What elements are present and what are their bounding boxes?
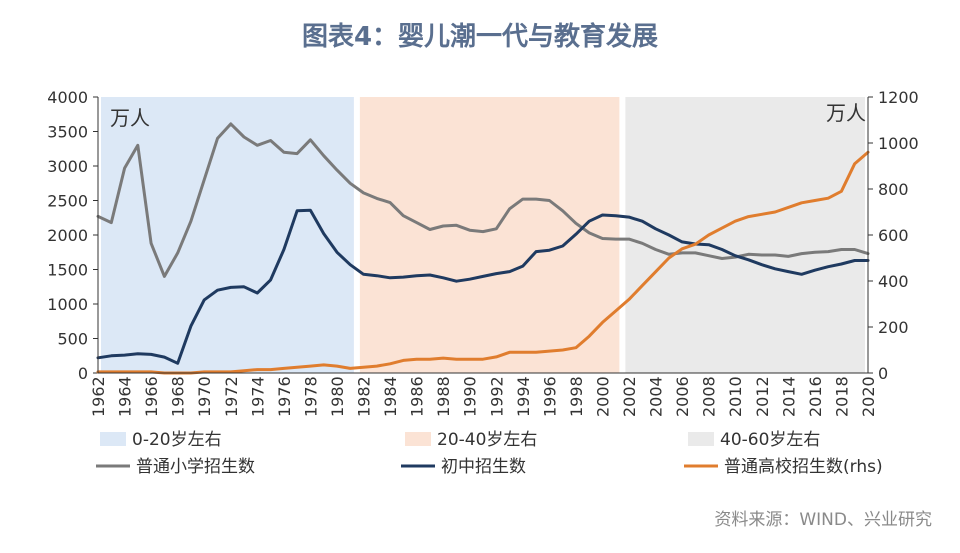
x-tick-label: 1972 bbox=[222, 376, 241, 417]
band-2 bbox=[625, 97, 865, 373]
x-tick-label: 2006 bbox=[673, 376, 692, 417]
series-lines bbox=[96, 122, 870, 375]
series-line-1 bbox=[96, 208, 870, 365]
x-tick-label: 1964 bbox=[116, 376, 135, 417]
x-tick-label: 1986 bbox=[408, 376, 427, 417]
x-tick-label: 1968 bbox=[169, 376, 188, 417]
legend-label-band: 0-20岁左右 bbox=[132, 430, 222, 450]
legend-label-series: 普通小学招生数 bbox=[136, 457, 255, 477]
x-tick-label: 2010 bbox=[726, 376, 745, 417]
x-tick-label: 1994 bbox=[514, 376, 533, 417]
x-tick-label: 1982 bbox=[355, 376, 374, 417]
left-tick-label: 3500 bbox=[47, 123, 88, 142]
legend-label-band: 40-60岁左右 bbox=[720, 430, 820, 450]
x-tick-label: 1980 bbox=[328, 376, 347, 417]
left-tick-label: 1000 bbox=[47, 295, 88, 314]
left-tick-label: 1500 bbox=[47, 261, 88, 280]
age-bands bbox=[101, 97, 865, 373]
x-tick-label: 1974 bbox=[248, 376, 267, 417]
x-tick-label: 1970 bbox=[195, 376, 214, 417]
band-1 bbox=[359, 97, 620, 373]
x-tick-label: 1978 bbox=[301, 376, 320, 417]
x-tick-label: 2016 bbox=[806, 376, 825, 417]
x-tick-label: 2012 bbox=[753, 376, 772, 417]
legend-label-series: 普通高校招生数(rhs) bbox=[724, 457, 883, 477]
x-tick-label: 1988 bbox=[434, 376, 453, 417]
band-0 bbox=[101, 97, 354, 373]
left-axis-unit: 万人 bbox=[110, 106, 150, 130]
x-tick-label: 1962 bbox=[89, 376, 108, 417]
legend-swatch-band bbox=[100, 432, 126, 446]
right-tick-label: 0 bbox=[878, 364, 888, 383]
left-tick-label: 500 bbox=[57, 330, 88, 349]
x-tick-label: 2002 bbox=[620, 376, 639, 417]
x-tick-label: 1990 bbox=[461, 376, 480, 417]
right-tick-label: 1000 bbox=[878, 134, 919, 153]
right-tick-label: 1200 bbox=[878, 88, 919, 107]
chart-title: 图表4：婴儿潮一代与教育发展 bbox=[301, 22, 659, 52]
legend-swatch-band bbox=[405, 432, 431, 446]
left-tick-label: 0 bbox=[78, 364, 88, 383]
right-tick-label: 600 bbox=[878, 226, 909, 245]
left-tick-label: 4000 bbox=[47, 88, 88, 107]
x-tick-label: 2004 bbox=[647, 376, 666, 417]
legend-label-band: 20-40岁左右 bbox=[437, 430, 537, 450]
left-tick-label: 2500 bbox=[47, 192, 88, 211]
x-tick-label: 1966 bbox=[142, 376, 161, 417]
x-tick-label: 1984 bbox=[381, 376, 400, 417]
axes bbox=[97, 97, 869, 374]
legend-label-series: 初中招生数 bbox=[441, 457, 526, 477]
x-tick-label: 1976 bbox=[275, 376, 294, 417]
left-tick-label: 3000 bbox=[47, 157, 88, 176]
right-axis-ticks: 0 200 400 600 800 1000 1200 bbox=[868, 88, 919, 383]
x-tick-label: 2014 bbox=[779, 376, 798, 417]
x-tick-label: 1992 bbox=[487, 376, 506, 417]
left-tick-label: 2000 bbox=[47, 226, 88, 245]
x-tick-label: 2008 bbox=[700, 376, 719, 417]
x-tick-label: 1996 bbox=[540, 376, 559, 417]
series-line-2 bbox=[96, 150, 870, 375]
x-tick-label: 2018 bbox=[832, 376, 851, 417]
x-axis-ticks: 1962 1964 1966 1968 1970 1972 1974 1976 1978 1980… bbox=[89, 376, 878, 417]
left-axis-ticks: 0 500 1000 1500 2000 2500 3000 3500 4000 bbox=[47, 88, 98, 383]
right-tick-label: 400 bbox=[878, 272, 909, 291]
right-tick-label: 800 bbox=[878, 180, 909, 199]
legend-swatch-band bbox=[688, 432, 714, 446]
source-note: 资料来源：WIND、兴业研究 bbox=[714, 510, 932, 530]
x-tick-label: 2000 bbox=[593, 376, 612, 417]
right-tick-label: 200 bbox=[878, 318, 909, 337]
x-tick-label: 2020 bbox=[859, 376, 878, 417]
right-axis-unit: 万人 bbox=[826, 101, 866, 125]
x-tick-label: 1998 bbox=[567, 376, 586, 417]
